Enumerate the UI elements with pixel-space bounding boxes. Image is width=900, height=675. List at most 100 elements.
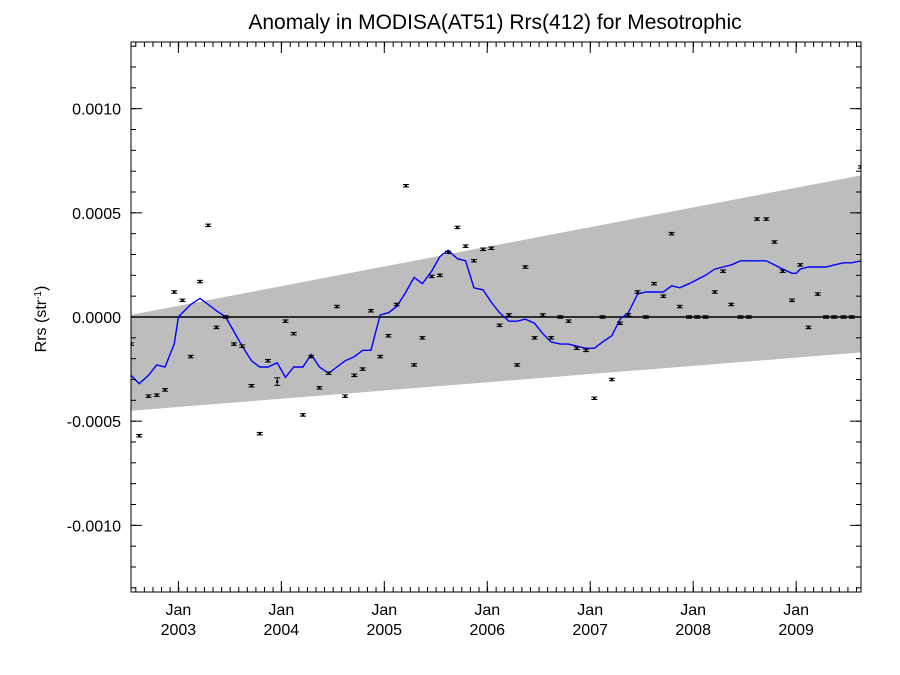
x-tick-year-label: 2005 (366, 622, 402, 639)
point-marker (833, 315, 836, 319)
data-point (213, 325, 220, 330)
x-tick-month-label: Jan (680, 602, 706, 619)
point-marker (369, 309, 373, 312)
data-point (763, 217, 770, 221)
data-point (797, 263, 804, 267)
data-point (393, 302, 400, 307)
point-marker (155, 393, 158, 397)
mean-line (131, 249, 861, 385)
point-marker (266, 359, 270, 362)
point-marker (842, 315, 845, 319)
data-point (789, 298, 796, 303)
data-point (522, 265, 529, 269)
data-point (531, 336, 538, 340)
x-tick-year-label: 2003 (161, 622, 197, 639)
point-marker (773, 240, 776, 244)
point-marker (533, 336, 536, 340)
point-marker (189, 355, 192, 358)
point-marker (644, 315, 648, 319)
point-marker (446, 251, 450, 254)
point-marker (438, 274, 442, 277)
point-marker (343, 394, 347, 398)
y-axis-label-main: Rrs (str (33, 299, 50, 352)
point-marker (755, 217, 759, 221)
point-marker (601, 315, 604, 319)
point-marker (456, 226, 459, 229)
x-tick-month-label: Jan (783, 602, 809, 619)
data-point (239, 344, 246, 348)
point-marker (387, 334, 390, 337)
data-point (625, 313, 632, 317)
point-marker (276, 380, 279, 383)
data-point (153, 393, 160, 397)
data-point (274, 377, 281, 386)
y-tick-label: 0.0005 (72, 206, 121, 223)
point-marker (567, 319, 570, 323)
point-marker (464, 244, 467, 248)
data-point (858, 165, 861, 169)
point-marker (781, 269, 784, 273)
data-point (470, 259, 477, 263)
point-marker (292, 332, 295, 335)
point-marker (361, 367, 364, 371)
point-marker (378, 355, 382, 358)
point-marker (335, 305, 339, 308)
data-point (187, 354, 194, 359)
y-tick-label: -0.0010 (67, 518, 121, 535)
point-marker (498, 324, 501, 327)
data-point (822, 315, 829, 319)
data-point (840, 315, 847, 319)
point-marker (481, 248, 485, 251)
point-marker (198, 280, 202, 283)
data-point (745, 315, 752, 319)
data-point (831, 315, 838, 319)
point-marker (215, 326, 218, 329)
data-point (496, 323, 503, 328)
data-point (720, 269, 727, 273)
point-marker (687, 315, 691, 319)
point-marker (173, 290, 176, 294)
point-marker (859, 165, 861, 169)
data-point (488, 246, 495, 250)
data-point (385, 334, 392, 338)
data-point (316, 386, 323, 390)
point-marker (258, 432, 261, 435)
data-point (728, 302, 735, 307)
data-point (660, 294, 667, 298)
point-marker (627, 313, 630, 317)
point-marker (739, 315, 742, 319)
data-point (179, 298, 186, 303)
data-point (308, 354, 315, 359)
data-point (599, 315, 606, 319)
point-marker (730, 303, 733, 306)
data-point (771, 240, 778, 244)
data-point (539, 313, 546, 317)
point-marker (816, 292, 819, 296)
data-point (402, 184, 409, 188)
point-marker (318, 386, 321, 390)
point-marker (652, 282, 656, 285)
data-point (737, 315, 744, 319)
data-point (694, 315, 701, 319)
data-point (419, 336, 426, 340)
point-marker (662, 294, 665, 298)
data-point (222, 315, 229, 319)
data-point (462, 244, 469, 248)
data-point (171, 290, 178, 294)
point-marker (636, 290, 639, 294)
data-point (608, 377, 615, 382)
data-point (290, 331, 297, 336)
data-point (325, 371, 332, 375)
point-marker (765, 217, 768, 221)
point-marker (301, 413, 305, 417)
data-points (131, 165, 861, 438)
data-point (342, 394, 349, 398)
data-point (668, 231, 675, 236)
data-point (702, 315, 709, 319)
data-point (711, 290, 718, 294)
point-marker (395, 303, 398, 306)
data-point (411, 363, 418, 367)
point-marker (250, 384, 253, 387)
point-marker (824, 315, 828, 319)
data-point (445, 250, 452, 255)
